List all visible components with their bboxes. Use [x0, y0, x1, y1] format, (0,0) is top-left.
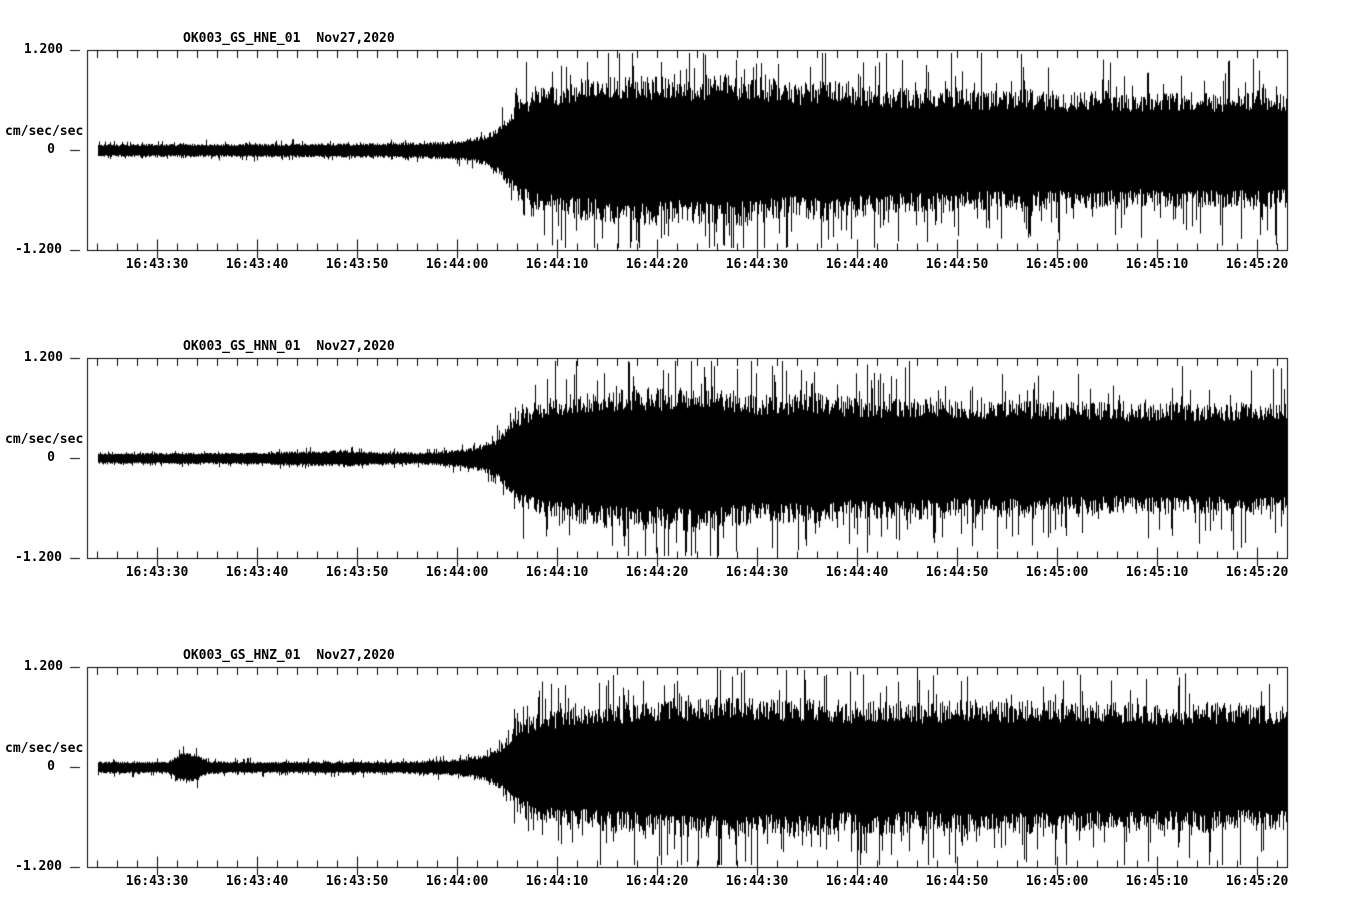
time-tick-label: 16:44:20 [625, 257, 689, 272]
y-axis-zero-label: 0 [47, 759, 55, 774]
y-axis-zero-label: 0 [47, 142, 55, 157]
time-tick-label: 16:44:50 [925, 257, 989, 272]
time-tick-label: 16:45:10 [1125, 257, 1189, 272]
time-tick-label: 16:43:30 [125, 257, 189, 272]
time-tick-label: 16:45:00 [1025, 874, 1089, 889]
date-label: Nov27,2020 [316, 31, 395, 46]
time-tick-label: 16:43:50 [325, 874, 389, 889]
time-tick-label: 16:44:30 [725, 565, 789, 580]
time-tick-label: 16:44:20 [625, 565, 689, 580]
seismogram-panel-hnn: OK003_GS_HNN_01 Nov27,2020 1.200 cm/sec/s… [5, 339, 1291, 587]
y-axis-min-label: -1.200 [15, 859, 62, 874]
y-axis-units-label: cm/sec/sec [5, 124, 84, 139]
panel-title: OK003_GS_HNE_01 Nov27,2020 [183, 31, 395, 47]
waveform-canvas-hnn [67, 345, 1291, 587]
panel-title: OK003_GS_HNN_01 Nov27,2020 [183, 339, 395, 355]
time-tick-label: 16:43:50 [325, 565, 389, 580]
time-tick-label: 16:44:10 [525, 874, 589, 889]
time-tick-label: 16:45:10 [1125, 874, 1189, 889]
waveform-canvas-hne [67, 37, 1291, 279]
date-label: Nov27,2020 [316, 339, 395, 354]
y-axis-min-label: -1.200 [15, 242, 62, 257]
time-tick-label: 16:45:20 [1225, 257, 1289, 272]
time-tick-label: 16:45:20 [1225, 565, 1289, 580]
time-tick-label: 16:44:00 [425, 565, 489, 580]
time-tick-label: 16:44:00 [425, 874, 489, 889]
time-tick-label: 16:43:40 [225, 257, 289, 272]
time-tick-label: 16:44:40 [825, 257, 889, 272]
y-axis-min-label: -1.200 [15, 550, 62, 565]
seismogram-panel-hnz: OK003_GS_HNZ_01 Nov27,2020 1.200 cm/sec/s… [5, 648, 1291, 896]
time-tick-label: 16:43:40 [225, 565, 289, 580]
y-axis-units-label: cm/sec/sec [5, 432, 84, 447]
time-tick-label: 16:45:10 [1125, 565, 1189, 580]
time-tick-label: 16:43:30 [125, 874, 189, 889]
time-tick-label: 16:44:40 [825, 565, 889, 580]
waveform-canvas-hnz [67, 654, 1291, 896]
y-axis-max-label: 1.200 [23, 350, 63, 365]
time-tick-label: 16:44:20 [625, 874, 689, 889]
station-channel-label: OK003_GS_HNZ_01 [183, 648, 301, 663]
seismogram-panel-hne: OK003_GS_HNE_01 Nov27,2020 1.200 cm/sec/s… [5, 31, 1291, 279]
time-tick-label: 16:45:00 [1025, 257, 1089, 272]
time-tick-label: 16:44:30 [725, 874, 789, 889]
time-tick-label: 16:45:00 [1025, 565, 1089, 580]
date-label: Nov27,2020 [316, 648, 395, 663]
time-tick-label: 16:44:50 [925, 874, 989, 889]
y-axis-zero-label: 0 [47, 450, 55, 465]
time-tick-label: 16:44:00 [425, 257, 489, 272]
time-tick-label: 16:45:20 [1225, 874, 1289, 889]
station-channel-label: OK003_GS_HNN_01 [183, 339, 301, 354]
time-tick-label: 16:44:40 [825, 874, 889, 889]
time-tick-label: 16:43:40 [225, 874, 289, 889]
time-tick-label: 16:44:50 [925, 565, 989, 580]
y-axis-max-label: 1.200 [23, 659, 63, 674]
time-tick-label: 16:44:10 [525, 257, 589, 272]
y-axis-max-label: 1.200 [23, 42, 63, 57]
time-tick-label: 16:43:50 [325, 257, 389, 272]
time-tick-label: 16:43:30 [125, 565, 189, 580]
time-tick-label: 16:44:10 [525, 565, 589, 580]
time-tick-label: 16:44:30 [725, 257, 789, 272]
station-channel-label: OK003_GS_HNE_01 [183, 31, 301, 46]
panel-title: OK003_GS_HNZ_01 Nov27,2020 [183, 648, 395, 664]
y-axis-units-label: cm/sec/sec [5, 741, 84, 756]
